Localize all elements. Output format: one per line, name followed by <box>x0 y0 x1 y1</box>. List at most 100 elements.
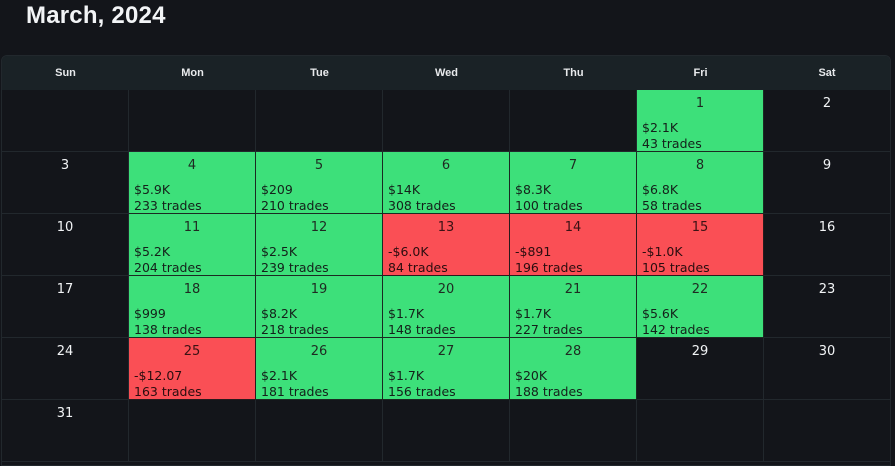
day-cell-9[interactable]: 9 <box>764 152 890 214</box>
empty-day-cell <box>256 90 383 152</box>
day-number: 1 <box>695 96 705 111</box>
day-grid: 1 $2.1K 43 trades 2 3 4 $5.9K 233 trades 5 $209 21… <box>2 90 890 462</box>
day-cell-26[interactable]: 26 $2.1K 181 trades <box>256 338 383 400</box>
day-number: 10 <box>56 220 74 235</box>
day-cell-13[interactable]: 13 -$6.0K 84 trades <box>383 214 510 276</box>
day-cell-12[interactable]: 12 $2.5K 239 trades <box>256 214 383 276</box>
day-cell-21[interactable]: 21 $1.7K 227 trades <box>510 276 637 338</box>
day-number: 31 <box>56 406 74 421</box>
empty-day-cell <box>129 400 256 462</box>
day-trade-count: 100 trades <box>515 198 583 213</box>
empty-day-cell <box>637 400 764 462</box>
day-cell-8[interactable]: 8 $6.8K 58 trades <box>637 152 764 214</box>
day-cell-28[interactable]: 28 $20K 188 trades <box>510 338 637 400</box>
day-number: 12 <box>310 220 328 235</box>
day-pnl-amount: $5.2K <box>134 244 171 259</box>
day-pnl-amount: $2.1K <box>261 368 298 383</box>
day-cell-20[interactable]: 20 $1.7K 148 trades <box>383 276 510 338</box>
day-number: 6 <box>441 158 451 173</box>
day-cell-24[interactable]: 24 <box>2 338 129 400</box>
day-cell-6[interactable]: 6 $14K 308 trades <box>383 152 510 214</box>
day-trade-count: 239 trades <box>261 260 329 275</box>
day-cell-1[interactable]: 1 $2.1K 43 trades <box>637 90 764 152</box>
day-number: 28 <box>564 344 582 359</box>
day-pnl-amount: -$891 <box>515 244 552 259</box>
day-pnl-amount: $8.3K <box>515 182 552 197</box>
empty-day-cell <box>764 400 890 462</box>
day-number: 9 <box>822 158 832 173</box>
day-cell-4[interactable]: 4 $5.9K 233 trades <box>129 152 256 214</box>
day-pnl-amount: $209 <box>261 182 293 197</box>
empty-day-cell <box>510 90 637 152</box>
day-cell-25[interactable]: 25 -$12.07 163 trades <box>129 338 256 400</box>
day-cell-15[interactable]: 15 -$1.0K 105 trades <box>637 214 764 276</box>
day-number: 29 <box>691 344 709 359</box>
day-number: 21 <box>564 282 582 297</box>
day-cell-23[interactable]: 23 <box>764 276 890 338</box>
weekday-thu: Thu <box>563 67 584 79</box>
day-cell-17[interactable]: 17 <box>2 276 129 338</box>
day-number: 14 <box>564 220 582 235</box>
day-cell-22[interactable]: 22 $5.6K 142 trades <box>637 276 764 338</box>
day-pnl-amount: $6.8K <box>642 182 679 197</box>
empty-day-cell <box>383 400 510 462</box>
day-cell-11[interactable]: 11 $5.2K 204 trades <box>129 214 256 276</box>
day-pnl-amount: $8.2K <box>261 306 298 321</box>
day-cell-10[interactable]: 10 <box>2 214 129 276</box>
day-pnl-amount: $1.7K <box>388 306 425 321</box>
day-trade-count: 308 trades <box>388 198 456 213</box>
day-pnl-amount: $999 <box>134 306 166 321</box>
day-number: 30 <box>818 344 836 359</box>
day-cell-27[interactable]: 27 $1.7K 156 trades <box>383 338 510 400</box>
day-trade-count: 163 trades <box>134 384 202 399</box>
day-number: 26 <box>310 344 328 359</box>
day-cell-3[interactable]: 3 <box>2 152 129 214</box>
day-cell-16[interactable]: 16 <box>764 214 890 276</box>
weekday-fri: Fri <box>693 67 708 79</box>
day-cell-18[interactable]: 18 $999 138 trades <box>129 276 256 338</box>
month-title: March, 2024 <box>26 2 166 29</box>
day-number: 25 <box>183 344 201 359</box>
day-number: 19 <box>310 282 328 297</box>
day-number: 16 <box>818 220 836 235</box>
day-pnl-amount: $20K <box>515 368 548 383</box>
day-cell-7[interactable]: 7 $8.3K 100 trades <box>510 152 637 214</box>
day-pnl-amount: -$12.07 <box>134 368 183 383</box>
day-trade-count: 204 trades <box>134 260 202 275</box>
day-trade-count: 148 trades <box>388 322 456 337</box>
day-number: 2 <box>822 96 832 111</box>
day-pnl-amount: $5.6K <box>642 306 679 321</box>
day-cell-5[interactable]: 5 $209 210 trades <box>256 152 383 214</box>
day-cell-29[interactable]: 29 <box>637 338 764 400</box>
weekday-tue: Tue <box>310 67 329 79</box>
day-trade-count: 43 trades <box>642 136 702 151</box>
day-number: 8 <box>695 158 705 173</box>
day-trade-count: 84 trades <box>388 260 448 275</box>
empty-day-cell <box>510 400 637 462</box>
day-pnl-amount: -$6.0K <box>388 244 429 259</box>
day-cell-14[interactable]: 14 -$891 196 trades <box>510 214 637 276</box>
day-number: 23 <box>818 282 836 297</box>
weekday-header: Sun Mon Tue Wed Thu Fri Sat <box>2 56 890 90</box>
day-pnl-amount: $1.7K <box>515 306 552 321</box>
day-trade-count: 210 trades <box>261 198 329 213</box>
day-number: 22 <box>691 282 709 297</box>
empty-day-cell <box>256 400 383 462</box>
day-cell-19[interactable]: 19 $8.2K 218 trades <box>256 276 383 338</box>
day-cell-31[interactable]: 31 <box>2 400 129 462</box>
day-number: 4 <box>187 158 197 173</box>
day-trade-count: 105 trades <box>642 260 710 275</box>
empty-day-cell <box>129 90 256 152</box>
day-cell-2[interactable]: 2 <box>764 90 890 152</box>
calendar-grid: Sun Mon Tue Wed Thu Fri Sat 1 $2.1K 43 tra… <box>1 55 891 466</box>
day-cell-30[interactable]: 30 <box>764 338 890 400</box>
day-number: 17 <box>56 282 74 297</box>
day-trade-count: 181 trades <box>261 384 329 399</box>
day-trade-count: 142 trades <box>642 322 710 337</box>
day-pnl-amount: -$1.0K <box>642 244 683 259</box>
day-number: 5 <box>314 158 324 173</box>
day-trade-count: 218 trades <box>261 322 329 337</box>
day-number: 27 <box>437 344 455 359</box>
weekday-wed: Wed <box>434 67 459 79</box>
